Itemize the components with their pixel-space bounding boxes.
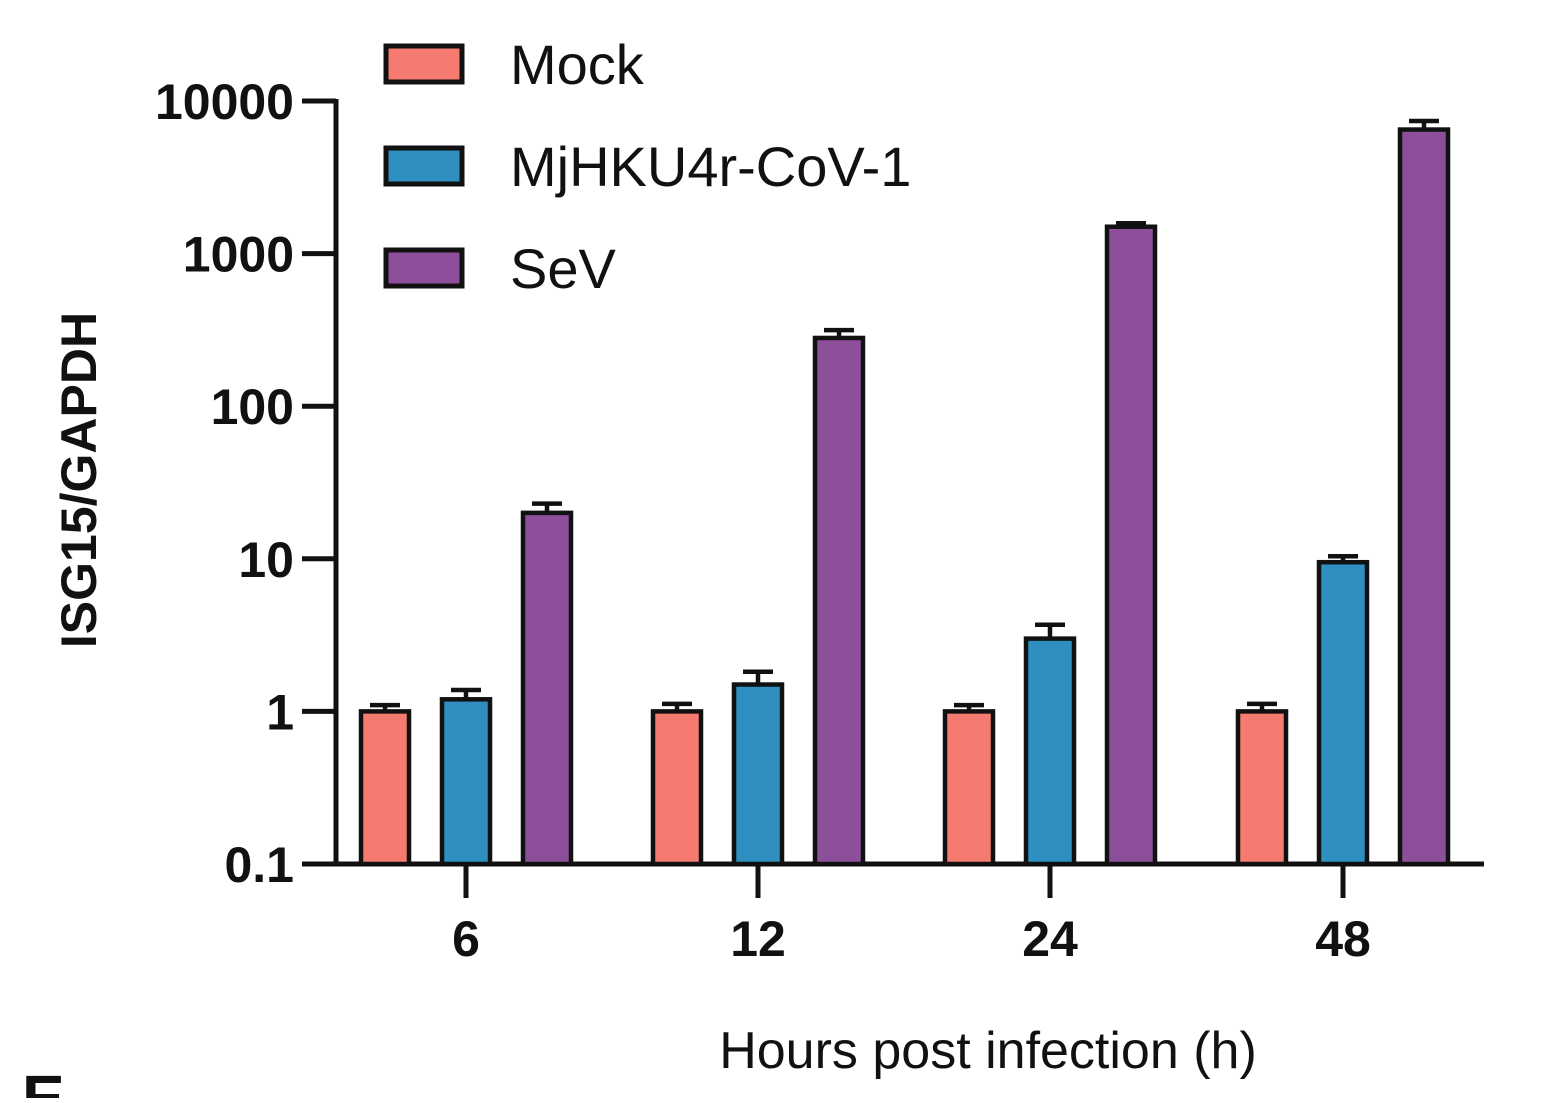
bar — [1235, 709, 1289, 867]
y-axis-title: ISG15/GAPDH — [51, 312, 107, 648]
x-tick-label: 12 — [730, 911, 786, 967]
bar — [1023, 636, 1077, 867]
bar — [358, 709, 412, 867]
bar-series-group — [358, 118, 1451, 867]
y-axis: 0.1 1 10 100 1000 10000 — [155, 74, 339, 893]
x-axis: 6 12 24 48 — [336, 861, 1484, 967]
y-tick-label: 1 — [266, 684, 294, 740]
x-tick-label: 6 — [452, 911, 480, 967]
bar — [1316, 559, 1370, 867]
bar — [439, 697, 493, 867]
y-tick-label: 10 — [238, 532, 294, 588]
y-tick-label: 1000 — [183, 227, 294, 283]
bar — [1397, 127, 1451, 867]
bar — [1104, 224, 1158, 867]
legend: Mock MjHKU4r-CoV-1 SeV — [383, 33, 911, 300]
bar — [942, 709, 996, 867]
legend-swatch — [383, 43, 465, 85]
x-axis-title: Hours post infection (h) — [719, 1022, 1257, 1080]
y-tick-label: 100 — [211, 379, 294, 435]
panel-letter: E — [22, 1062, 65, 1098]
x-tick-label: 24 — [1022, 911, 1078, 967]
legend-label: Mock — [510, 33, 645, 96]
legend-swatch — [383, 145, 465, 187]
bar — [520, 510, 574, 867]
legend-swatch — [383, 247, 465, 289]
legend-label: SeV — [510, 237, 616, 300]
bar — [650, 709, 704, 867]
y-tick-label: 0.1 — [224, 837, 294, 893]
y-tick-label: 10000 — [155, 74, 294, 130]
legend-label: MjHKU4r-CoV-1 — [510, 135, 911, 198]
bar — [812, 335, 866, 867]
x-tick-label: 48 — [1315, 911, 1371, 967]
bar — [731, 682, 785, 867]
